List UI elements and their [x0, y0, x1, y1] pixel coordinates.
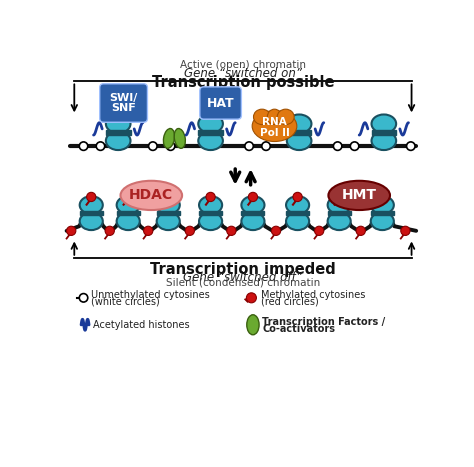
- Text: Unmethylated cytosines: Unmethylated cytosines: [91, 290, 210, 300]
- Text: HAT: HAT: [207, 97, 235, 109]
- Ellipse shape: [328, 181, 390, 210]
- Circle shape: [144, 226, 153, 235]
- Ellipse shape: [106, 114, 130, 133]
- Ellipse shape: [241, 212, 264, 230]
- Circle shape: [262, 142, 270, 150]
- Circle shape: [293, 192, 302, 202]
- Circle shape: [124, 192, 133, 202]
- Ellipse shape: [117, 196, 140, 214]
- Ellipse shape: [267, 109, 282, 125]
- Ellipse shape: [199, 196, 222, 214]
- Bar: [328, 211, 351, 215]
- Text: (red circles): (red circles): [261, 297, 319, 307]
- Text: Acetylated histones: Acetylated histones: [93, 320, 190, 330]
- Text: SWI/
SNF: SWI/ SNF: [109, 92, 138, 113]
- Ellipse shape: [80, 196, 103, 214]
- Circle shape: [272, 226, 281, 235]
- Ellipse shape: [157, 212, 180, 230]
- Ellipse shape: [277, 109, 294, 125]
- Ellipse shape: [286, 196, 309, 214]
- Circle shape: [79, 294, 88, 302]
- Bar: [241, 211, 264, 215]
- Text: HMT: HMT: [342, 188, 377, 202]
- Text: Active (open) chromatin: Active (open) chromatin: [180, 60, 306, 70]
- Circle shape: [164, 192, 173, 202]
- Ellipse shape: [254, 109, 271, 125]
- Text: HDAC: HDAC: [129, 188, 173, 202]
- Text: Gene “switched off”: Gene “switched off”: [183, 271, 302, 284]
- Circle shape: [96, 142, 105, 150]
- Circle shape: [87, 192, 96, 202]
- Bar: [372, 130, 396, 134]
- Text: RNA
Pol II: RNA Pol II: [260, 117, 290, 138]
- Ellipse shape: [286, 212, 309, 230]
- Circle shape: [356, 226, 365, 235]
- Ellipse shape: [117, 212, 140, 230]
- Bar: [157, 211, 180, 215]
- Circle shape: [401, 226, 410, 235]
- Ellipse shape: [372, 131, 396, 150]
- Circle shape: [407, 142, 415, 150]
- Circle shape: [185, 226, 194, 235]
- Ellipse shape: [80, 212, 103, 230]
- Circle shape: [246, 293, 256, 303]
- Bar: [371, 211, 394, 215]
- Ellipse shape: [371, 212, 394, 230]
- Ellipse shape: [120, 181, 182, 210]
- Ellipse shape: [164, 128, 174, 149]
- Ellipse shape: [287, 114, 311, 133]
- Ellipse shape: [198, 114, 223, 133]
- Ellipse shape: [174, 128, 185, 149]
- Ellipse shape: [157, 196, 180, 214]
- Ellipse shape: [247, 315, 259, 335]
- Ellipse shape: [372, 114, 396, 133]
- Bar: [80, 211, 103, 215]
- Circle shape: [227, 226, 236, 235]
- Circle shape: [149, 142, 157, 150]
- Ellipse shape: [241, 196, 264, 214]
- Bar: [117, 211, 140, 215]
- Bar: [286, 211, 309, 215]
- Text: Co-activators: Co-activators: [262, 324, 335, 333]
- Bar: [287, 130, 311, 134]
- Text: Transcription Factors /: Transcription Factors /: [262, 317, 385, 327]
- Circle shape: [335, 192, 344, 202]
- Text: Methylated cytosines: Methylated cytosines: [261, 290, 365, 300]
- FancyBboxPatch shape: [200, 87, 241, 119]
- Text: Transcription impeded: Transcription impeded: [150, 262, 336, 277]
- Circle shape: [79, 142, 88, 150]
- Ellipse shape: [328, 196, 351, 214]
- Circle shape: [66, 226, 76, 235]
- Circle shape: [166, 142, 175, 150]
- Circle shape: [245, 142, 253, 150]
- Ellipse shape: [328, 212, 351, 230]
- Bar: [198, 130, 223, 134]
- Text: Silent (condensed) chromatin: Silent (condensed) chromatin: [166, 278, 320, 288]
- Ellipse shape: [252, 111, 297, 142]
- Text: Transcription possible: Transcription possible: [152, 75, 334, 90]
- Circle shape: [206, 192, 215, 202]
- Ellipse shape: [198, 131, 223, 150]
- Ellipse shape: [106, 131, 130, 150]
- Circle shape: [315, 226, 324, 235]
- Bar: [106, 130, 130, 134]
- Circle shape: [105, 226, 114, 235]
- Text: (white circles): (white circles): [91, 297, 160, 307]
- Ellipse shape: [199, 212, 222, 230]
- Ellipse shape: [371, 196, 394, 214]
- Circle shape: [350, 142, 359, 150]
- FancyBboxPatch shape: [100, 84, 147, 122]
- Circle shape: [378, 192, 387, 202]
- Text: Gene “switched on”: Gene “switched on”: [184, 67, 302, 80]
- Circle shape: [248, 192, 257, 202]
- Bar: [199, 211, 222, 215]
- Ellipse shape: [287, 131, 311, 150]
- Circle shape: [333, 142, 342, 150]
